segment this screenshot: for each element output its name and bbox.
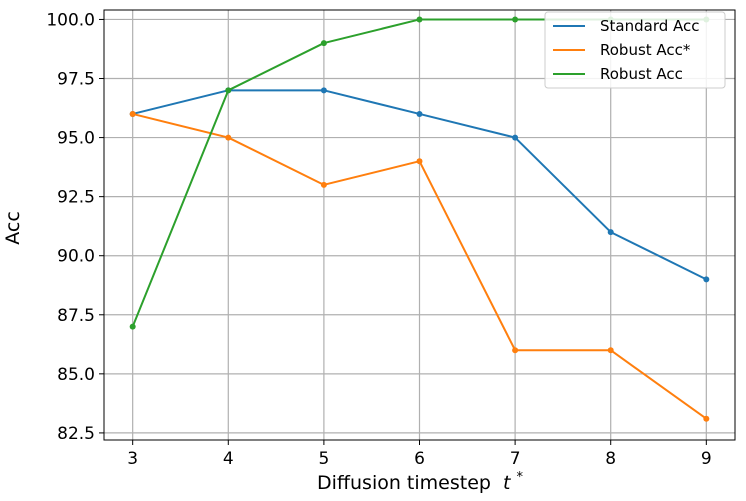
y-tick-label: 82.5 (57, 424, 95, 444)
data-point (225, 87, 232, 94)
data-point (703, 276, 710, 283)
data-point (225, 134, 232, 141)
data-point (512, 347, 519, 354)
data-point (129, 110, 136, 117)
data-point (320, 87, 327, 94)
axis-ticks: 3 4 5 6 7 8 9 82.5 85.0 87.5 90.0 92.5 95.0 97.5 100.0 (46, 10, 711, 469)
x-tick-label: 4 (223, 449, 234, 469)
data-point (607, 229, 614, 236)
legend-box (544, 11, 726, 89)
data-point (512, 16, 519, 23)
data-point (416, 16, 423, 23)
data-point (703, 415, 710, 422)
x-tick-label: 3 (127, 449, 138, 469)
x-tick-label: 9 (701, 449, 712, 469)
x-tick-label: 7 (510, 449, 521, 469)
data-point (320, 40, 327, 47)
y-tick-label: 97.5 (57, 70, 95, 90)
x-axis-label-superscript: * (517, 470, 524, 485)
y-axis-label: Acc (2, 211, 24, 245)
y-tick-label: 92.5 (57, 188, 95, 208)
y-tick-label: 90.0 (57, 247, 95, 267)
legend-entry: Robust Acc* (600, 41, 691, 59)
y-tick-label: 95.0 (57, 129, 95, 149)
data-point (512, 134, 519, 141)
data-point (129, 323, 136, 330)
y-tick-label: 87.5 (57, 306, 95, 326)
data-point (416, 158, 423, 165)
x-axis-label-text: Diffusion timestep (317, 472, 491, 494)
x-tick-label: 5 (318, 449, 329, 469)
x-tick-label: 6 (414, 449, 425, 469)
x-axis-label-symbol: t (503, 472, 512, 494)
y-tick-label: 100.0 (46, 10, 95, 30)
x-axis-label: Diffusion timestep t * (317, 470, 524, 494)
legend-entry: Standard Acc (600, 17, 700, 35)
y-tick-label: 85.0 (57, 365, 95, 385)
data-point (320, 181, 327, 188)
legend-entry: Robust Acc (600, 65, 683, 83)
legend: Standard Acc Robust Acc* Robust Acc (544, 11, 726, 89)
data-point (416, 110, 423, 117)
data-point (607, 347, 614, 354)
x-tick-label: 8 (605, 449, 616, 469)
